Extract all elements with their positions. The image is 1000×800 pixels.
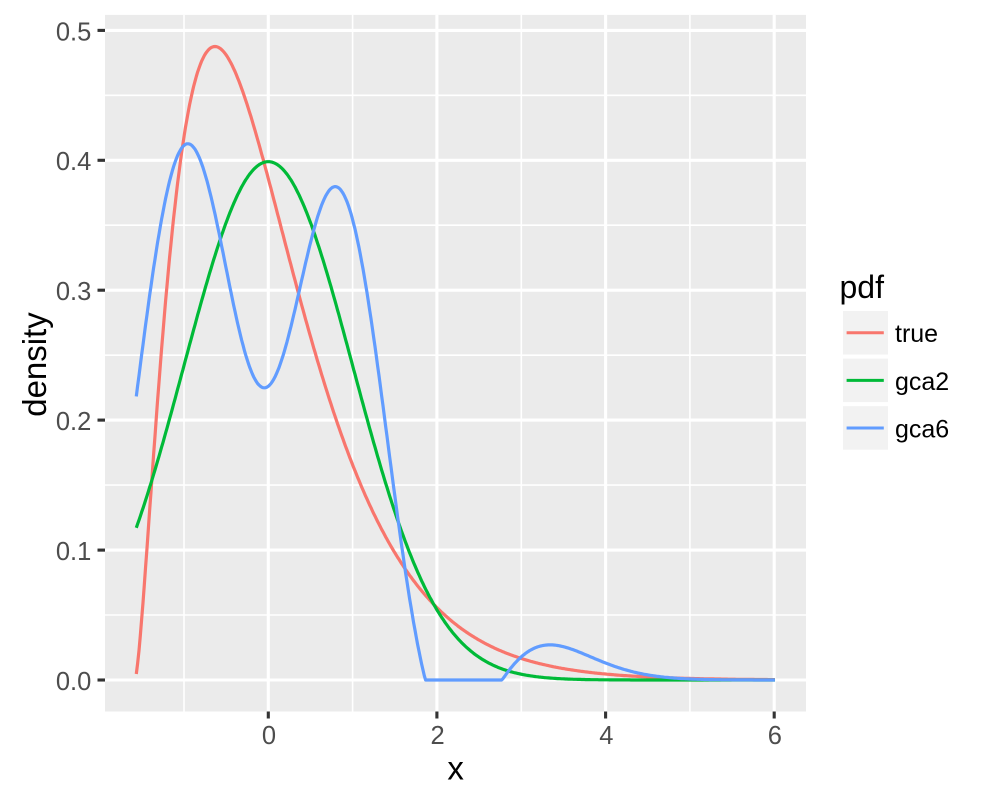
svg-text:pdf: pdf — [840, 269, 885, 305]
svg-text:0.5: 0.5 — [56, 18, 91, 46]
svg-text:4: 4 — [599, 722, 613, 750]
svg-text:0.2: 0.2 — [56, 408, 91, 436]
svg-text:0.0: 0.0 — [56, 668, 91, 696]
svg-text:2: 2 — [431, 722, 445, 750]
svg-text:0.1: 0.1 — [56, 538, 91, 566]
svg-text:0: 0 — [262, 722, 276, 750]
svg-text:density: density — [16, 312, 53, 417]
svg-text:gca2: gca2 — [895, 368, 949, 396]
svg-text:gca6: gca6 — [895, 415, 949, 443]
svg-text:x: x — [447, 749, 464, 786]
svg-text:0.3: 0.3 — [56, 278, 91, 306]
svg-text:true: true — [895, 320, 938, 348]
svg-text:0.4: 0.4 — [56, 148, 91, 176]
svg-text:6: 6 — [768, 722, 782, 750]
